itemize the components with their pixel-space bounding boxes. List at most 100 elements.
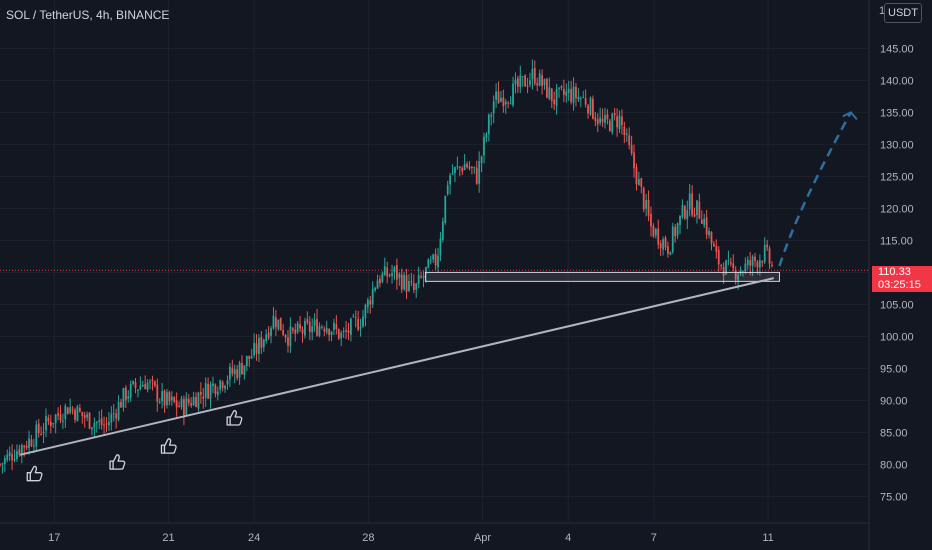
candle-body <box>592 98 594 119</box>
candle-body <box>676 223 679 236</box>
candle-body <box>432 254 435 260</box>
candle-body <box>749 260 752 266</box>
candle-body <box>93 423 96 428</box>
x-tick-label: 17 <box>48 532 60 544</box>
candle-body <box>691 193 694 216</box>
candle-body <box>652 225 655 237</box>
candle-body <box>212 383 214 386</box>
thumbs-up-icon[interactable] <box>109 454 126 470</box>
candle-body <box>444 195 447 223</box>
candle-body <box>190 402 193 406</box>
candle-body <box>120 401 122 408</box>
candle-body <box>308 321 311 332</box>
trendline[interactable] <box>19 277 775 456</box>
candle-body <box>369 300 372 305</box>
candle-body <box>519 75 522 88</box>
candle-body <box>669 251 672 255</box>
candle-body <box>294 329 297 334</box>
candle-body <box>744 263 747 272</box>
candle-body <box>381 273 384 282</box>
x-tick-label: 4 <box>565 532 571 544</box>
candle-body <box>565 91 568 96</box>
candle-body <box>304 321 306 336</box>
candle-body <box>422 275 425 278</box>
symbol-title: SOL / TetherUS, 4h, BINANCE <box>6 8 170 22</box>
candle-body <box>216 391 219 395</box>
candle-body <box>357 319 360 330</box>
candle-body <box>604 115 606 123</box>
candle-body <box>168 392 171 402</box>
candle-body <box>533 68 536 84</box>
candle-body <box>427 259 430 269</box>
candle-body <box>717 249 720 265</box>
candle-body <box>587 105 589 114</box>
candle-body <box>642 187 645 210</box>
candle-body <box>553 99 556 105</box>
candle-body <box>117 402 120 420</box>
y-tick-label: 145.00 <box>880 43 914 55</box>
candle-body <box>722 267 725 276</box>
candle-body <box>139 385 142 390</box>
candle-body <box>732 263 735 269</box>
y-tick-label: 125.00 <box>880 171 914 183</box>
candle-body <box>613 113 616 116</box>
candle-body <box>23 445 26 448</box>
candle-body <box>47 417 50 422</box>
candle-body <box>417 275 420 285</box>
thumbs-up-icon[interactable] <box>26 465 43 482</box>
candle-body <box>231 367 234 374</box>
candle-body <box>625 133 628 135</box>
candle-body <box>3 458 6 464</box>
candle-body <box>54 414 57 424</box>
candle-body <box>456 165 459 167</box>
candle-body <box>451 173 454 175</box>
candle-body <box>146 382 149 390</box>
candle-body <box>758 260 761 268</box>
candle-body <box>543 79 546 85</box>
candle-body <box>260 336 263 348</box>
y-tick-label: 120.00 <box>880 203 914 215</box>
price-axis-top-label: 1 <box>879 5 886 17</box>
candle-body <box>611 113 614 133</box>
candle-body <box>405 275 408 292</box>
candle-body <box>393 266 396 273</box>
y-tick-label: 75.00 <box>880 491 908 503</box>
candle-body <box>458 166 461 168</box>
candle-body <box>183 399 185 416</box>
candle-body <box>403 274 406 290</box>
candle-body <box>710 231 713 244</box>
candle-body <box>579 98 582 100</box>
candle-body <box>490 114 493 117</box>
candle-body <box>149 381 151 383</box>
candle-body <box>441 221 444 240</box>
candle-body <box>679 215 681 225</box>
candle-body <box>497 91 500 104</box>
candle-body <box>197 392 200 409</box>
candle-body <box>538 73 541 86</box>
candle-body <box>429 260 432 262</box>
candle-body <box>737 274 739 281</box>
currency-selector[interactable]: USDT <box>884 3 922 23</box>
candle-body <box>681 205 684 218</box>
candle-body <box>313 320 316 326</box>
candle-body <box>768 248 771 264</box>
candle-body <box>277 319 280 329</box>
candle-body <box>284 335 287 338</box>
candle-body <box>16 451 18 459</box>
candle-body <box>531 68 534 80</box>
thumbs-up-icon[interactable] <box>226 410 243 426</box>
candle-body <box>366 299 369 307</box>
candle-body <box>521 76 524 78</box>
projection-path[interactable] <box>778 111 852 267</box>
thumbs-up-icon[interactable] <box>160 438 177 454</box>
candle-body <box>243 365 246 375</box>
candle-body <box>572 86 575 103</box>
candle-body <box>512 83 514 106</box>
candle-body <box>345 330 347 332</box>
support-zone[interactable] <box>424 271 780 282</box>
candle-body <box>637 179 640 186</box>
candle-body <box>713 243 715 247</box>
candle-body <box>650 214 652 227</box>
candle-body <box>383 266 386 276</box>
